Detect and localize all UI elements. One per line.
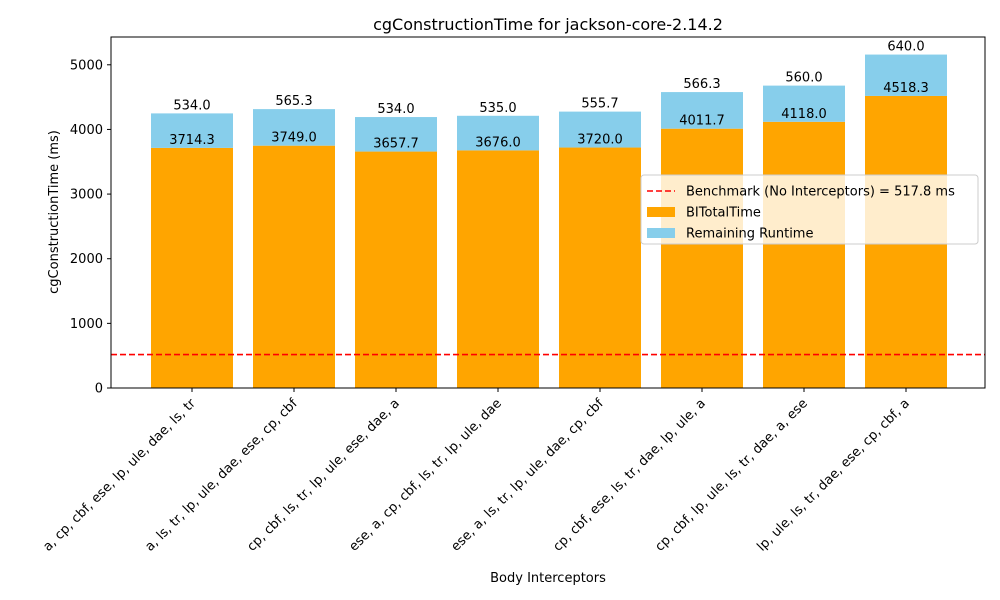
legend-bitotaltime-label: BITotalTime bbox=[686, 206, 761, 221]
bar-remaining-runtime bbox=[253, 109, 335, 146]
bar-bitotaltime bbox=[457, 150, 539, 388]
bar-bitotaltime bbox=[661, 128, 743, 388]
plot-frame bbox=[110, 36, 986, 389]
y-axis-label: cgConstructionTime (ms) bbox=[47, 130, 62, 294]
bar-bitotaltime bbox=[151, 147, 233, 388]
x-axis-label: Body Interceptors bbox=[490, 571, 606, 586]
plot-area: 3714.3 534.0 3749.0 565.3 3657.7 534.0 3676.0 5… bbox=[40, 36, 986, 555]
legend-remaining-runtime-label: Remaining Runtime bbox=[686, 227, 813, 242]
chart-title: cgConstructionTime for jackson-core-2.14… bbox=[373, 15, 723, 34]
y-tick-label: 3000 bbox=[70, 188, 103, 203]
bar-remaining-runtime bbox=[763, 85, 845, 122]
data-label-remaining-runtime: 560.0 bbox=[785, 71, 822, 86]
bar-remaining-runtime bbox=[457, 115, 539, 151]
legend-box bbox=[640, 174, 979, 245]
bar-remaining-runtime bbox=[661, 92, 743, 129]
legend-benchmark-label: Benchmark (No Interceptors) = 517.8 ms bbox=[686, 185, 955, 200]
bar-remaining-runtime bbox=[355, 117, 437, 152]
data-label-bitotaltime: 3720.0 bbox=[577, 133, 623, 148]
y-tick-label: 1000 bbox=[70, 317, 103, 332]
data-label-remaining-runtime: 555.7 bbox=[581, 97, 618, 112]
data-label-bitotaltime: 4118.0 bbox=[781, 107, 827, 122]
bar-bitotaltime bbox=[559, 147, 641, 388]
data-label-bitotaltime: 3676.0 bbox=[475, 135, 521, 150]
bar-remaining-runtime bbox=[865, 54, 947, 96]
data-label-remaining-runtime: 534.0 bbox=[377, 102, 414, 117]
legend: Benchmark (No Interceptors) = 517.8 ms BI… bbox=[640, 174, 979, 245]
data-label-remaining-runtime: 565.3 bbox=[275, 94, 312, 109]
data-label-remaining-runtime: 640.0 bbox=[887, 40, 924, 55]
data-label-remaining-runtime: 535.0 bbox=[479, 101, 516, 116]
data-label-bitotaltime: 4518.3 bbox=[883, 81, 929, 96]
bar-bitotaltime bbox=[355, 151, 437, 388]
y-tick-label: 2000 bbox=[70, 252, 103, 267]
legend-bitotaltime-swatch bbox=[647, 207, 675, 217]
data-label-bitotaltime: 3749.0 bbox=[271, 131, 317, 146]
data-label-remaining-runtime: 534.0 bbox=[173, 98, 210, 113]
legend-remaining-runtime-swatch bbox=[647, 228, 675, 238]
bar-remaining-runtime bbox=[559, 111, 641, 148]
data-label-bitotaltime: 3657.7 bbox=[373, 137, 419, 152]
bar-bitotaltime bbox=[253, 145, 335, 388]
y-tick-label: 0 bbox=[95, 382, 103, 397]
y-tick-label: 4000 bbox=[70, 123, 103, 138]
data-label-bitotaltime: 3714.3 bbox=[169, 133, 215, 148]
y-tick-label: 5000 bbox=[70, 58, 103, 73]
data-label-remaining-runtime: 566.3 bbox=[683, 77, 720, 92]
bar-bitotaltime bbox=[763, 121, 845, 388]
data-label-bitotaltime: 4011.7 bbox=[679, 114, 725, 129]
bar-remaining-runtime bbox=[151, 113, 233, 148]
